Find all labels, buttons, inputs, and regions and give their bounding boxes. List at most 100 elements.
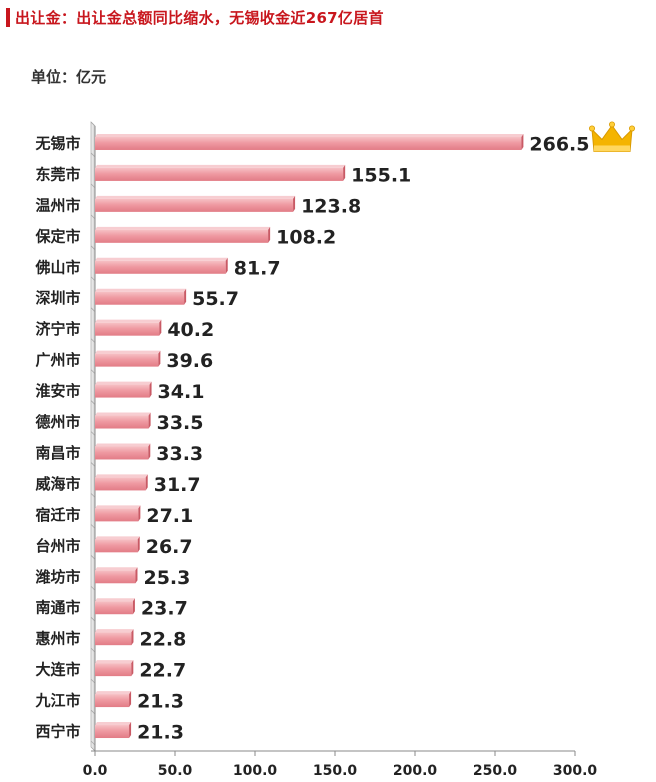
value-label: 81.7 — [234, 257, 281, 279]
wall-divider — [90, 276, 96, 282]
bar-top-face — [95, 567, 138, 571]
bar-end-cap — [131, 629, 134, 646]
value-label: 26.7 — [146, 536, 193, 558]
category-label: 佛山市 — [34, 258, 80, 276]
x-tick-label: 100.0 — [233, 763, 278, 779]
wall-divider — [90, 152, 96, 158]
bar-top-face — [95, 164, 346, 168]
bar-end-cap — [159, 319, 162, 336]
bar-end-cap — [129, 691, 132, 708]
bar-end-cap — [138, 505, 141, 522]
x-tick-label: 250.0 — [473, 763, 518, 779]
bar-end-cap — [135, 567, 138, 584]
bar — [95, 694, 130, 708]
value-label: 21.3 — [137, 691, 184, 713]
wall-divider — [90, 678, 96, 684]
bar-top-face — [95, 722, 132, 726]
bar — [95, 198, 294, 212]
wall-divider — [90, 616, 96, 622]
unit-label: 单位：亿元 — [31, 68, 107, 86]
crown-icon — [589, 121, 636, 152]
bar-top-face — [95, 505, 141, 509]
value-label: 266.5 — [529, 133, 589, 155]
title-accent-bar — [6, 7, 10, 27]
bar-end-cap — [149, 381, 152, 398]
x-tick-label: 200.0 — [393, 763, 438, 779]
wall-divider — [90, 555, 96, 560]
bar-top-face — [95, 536, 140, 540]
wall-divider — [90, 245, 96, 251]
category-label: 淮安市 — [35, 382, 80, 400]
bar — [95, 260, 226, 274]
wall-divider — [90, 121, 96, 127]
bar-top-face — [95, 319, 162, 323]
wall-divider — [90, 740, 96, 746]
category-label: 德州市 — [35, 413, 80, 431]
bar — [95, 353, 159, 367]
chart-labels: 0.0 50.0 100.0 150.0 200.0 250.0 300.0 无锡市 266.5… — [34, 121, 636, 779]
bar — [95, 663, 132, 677]
category-label: 南通市 — [35, 599, 80, 617]
wall-divider — [90, 338, 96, 343]
wall-divider — [90, 431, 96, 436]
value-label: 34.1 — [158, 381, 205, 403]
page-title: 出让金：出让金总额同比缩水，无锡收金近267亿居首 — [15, 8, 384, 27]
category-label: 潍坊市 — [35, 568, 80, 586]
value-label: 39.6 — [166, 350, 213, 372]
category-label: 西宁市 — [35, 723, 80, 741]
bar — [95, 601, 133, 615]
wall-divider — [90, 462, 96, 467]
bar-top-face — [95, 598, 135, 602]
bar-end-cap — [148, 412, 151, 429]
bar-top-face — [95, 133, 524, 137]
bar-end-cap — [158, 350, 161, 367]
chart-axes — [90, 121, 576, 756]
bar-top-face — [95, 629, 134, 633]
bar — [95, 322, 160, 336]
wall-divider — [90, 585, 96, 591]
bar — [95, 539, 138, 553]
title-bar: 出让金：出让金总额同比缩水，无锡收金近267亿居首 — [6, 6, 384, 28]
category-label: 大连市 — [35, 661, 80, 679]
bar — [95, 384, 150, 398]
x-tick-label: 150.0 — [313, 763, 358, 779]
value-label: 22.7 — [139, 660, 186, 682]
bar — [95, 725, 130, 739]
bar-top-face — [95, 288, 187, 292]
bar — [95, 508, 139, 522]
bar-end-cap — [184, 288, 187, 305]
value-label: 25.3 — [143, 567, 190, 589]
bar — [95, 446, 149, 460]
bar-top-face — [95, 381, 152, 385]
value-label: 33.3 — [156, 443, 203, 465]
value-label: 21.3 — [137, 722, 184, 744]
value-label: 23.7 — [141, 598, 188, 620]
bar-top-face — [95, 474, 148, 478]
bar — [95, 477, 146, 491]
bar-top-face — [95, 412, 151, 416]
value-label: 27.1 — [146, 505, 193, 527]
bar-end-cap — [225, 257, 228, 274]
bar — [95, 167, 344, 181]
category-label: 威海市 — [35, 475, 80, 493]
value-label: 33.5 — [157, 412, 204, 434]
bar-end-cap — [521, 133, 524, 150]
bar — [95, 291, 185, 305]
category-label: 台州市 — [35, 537, 80, 555]
category-label: 无锡市 — [34, 134, 80, 152]
value-label: 31.7 — [154, 474, 201, 496]
value-label: 108.2 — [276, 226, 336, 248]
wall-divider — [90, 369, 96, 374]
bar-end-cap — [148, 443, 151, 460]
wall-divider — [90, 493, 96, 498]
bar-end-cap — [293, 195, 296, 212]
wall-divider — [90, 307, 96, 312]
bar — [95, 136, 522, 150]
bar-top-face — [95, 443, 151, 447]
wall-divider — [90, 214, 96, 220]
bar-top-face — [95, 195, 296, 199]
category-label: 南昌市 — [35, 444, 80, 462]
x-tick-label: 300.0 — [553, 763, 598, 779]
bar-end-cap — [268, 226, 271, 243]
